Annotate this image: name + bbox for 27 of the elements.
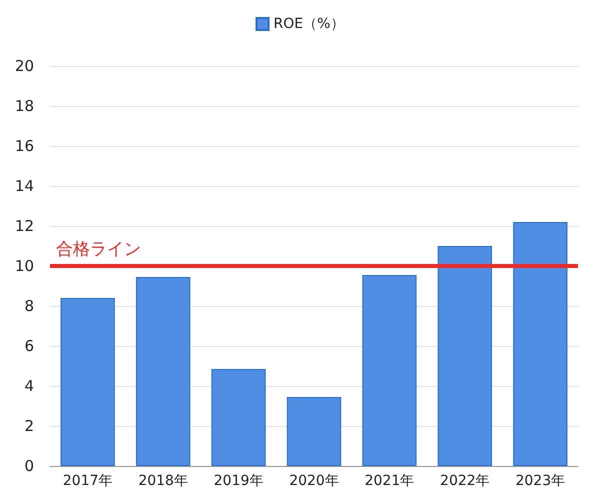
bar xyxy=(438,246,492,466)
bar xyxy=(362,275,417,466)
y-tick-label: 12 xyxy=(14,217,34,235)
x-tick-label: 2020年 xyxy=(289,473,339,489)
x-tick-label: 2021年 xyxy=(364,473,414,489)
bar xyxy=(60,298,115,466)
y-tick-label: 0 xyxy=(24,457,34,475)
y-tick-label: 8 xyxy=(24,297,34,315)
x-tick-label: 2023年 xyxy=(515,473,566,489)
bar xyxy=(136,277,190,466)
bar xyxy=(286,397,342,466)
bar xyxy=(513,222,568,466)
y-tick-label: 10 xyxy=(14,257,34,275)
y-tick-label: 20 xyxy=(14,57,34,75)
bar xyxy=(211,369,266,466)
x-tick-label: 2022年 xyxy=(440,473,490,489)
x-tick-label: 2019年 xyxy=(214,473,264,489)
y-tick-label: 2 xyxy=(24,417,34,435)
x-tick-label: 2018年 xyxy=(138,473,188,489)
y-tick-label: 16 xyxy=(14,137,34,155)
x-tick-label: 2017年 xyxy=(62,473,113,489)
ref-line-label: 合格ライン xyxy=(56,240,141,260)
y-tick-label: 18 xyxy=(14,97,34,115)
y-tick-label: 6 xyxy=(24,337,34,355)
y-tick-label: 4 xyxy=(24,377,34,395)
legend-label: ROE（%） xyxy=(274,16,344,32)
y-tick-label: 14 xyxy=(14,177,34,195)
